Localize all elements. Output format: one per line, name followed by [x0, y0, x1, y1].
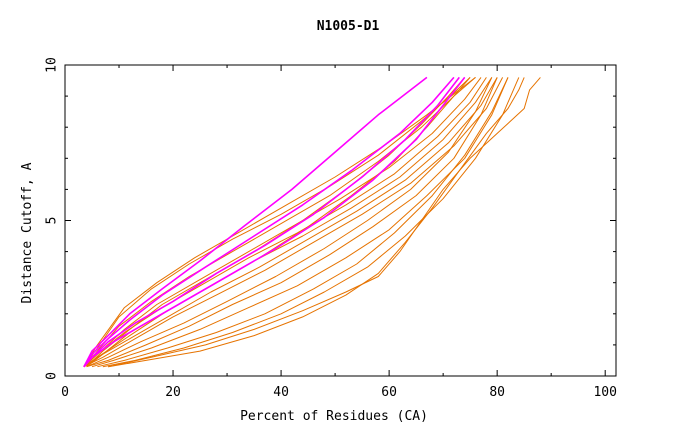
y-tick-label: 0 — [45, 372, 60, 380]
series-line-magenta-1 — [83, 76, 428, 368]
series-line-orange-5 — [83, 77, 487, 368]
series-line-magenta-4 — [83, 76, 466, 368]
x-axis-label: Percent of Residues (CA) — [240, 409, 428, 424]
x-tick-label: 40 — [273, 385, 289, 400]
series-line-orange-1 — [83, 77, 476, 367]
y-tick-label: 10 — [45, 57, 60, 73]
series-line-magenta-3 — [83, 76, 460, 368]
series-line-orange-9 — [86, 77, 493, 368]
chart-title: N1005-D1 — [317, 19, 380, 34]
series-line-orange-15 — [108, 77, 541, 368]
series-line-orange-3 — [83, 77, 476, 368]
x-tick-label: 80 — [489, 385, 505, 400]
series-line-orange-10 — [86, 77, 498, 368]
y-axis-label: Distance Cutoff, A — [20, 162, 35, 303]
x-tick-label: 0 — [61, 385, 69, 400]
series-line-orange-6 — [83, 77, 493, 368]
y-tick-label: 5 — [45, 217, 60, 225]
series-line-orange-14 — [108, 77, 525, 368]
series-layer — [83, 76, 541, 368]
x-tick-label: 100 — [593, 385, 616, 400]
x-tick-label: 20 — [165, 385, 181, 400]
series-line-orange-13 — [102, 77, 520, 368]
series-line-orange-7 — [83, 77, 498, 368]
series-line-orange-8 — [83, 77, 504, 368]
tick-layer: 0 20 40 60 80 100 0 5 10 — [45, 57, 617, 400]
series-line-orange-11 — [91, 77, 509, 368]
series-line-orange-12 — [97, 77, 509, 368]
series-line-magenta-2 — [83, 76, 455, 368]
x-tick-label: 60 — [381, 385, 397, 400]
series-line-orange-17 — [86, 77, 471, 368]
